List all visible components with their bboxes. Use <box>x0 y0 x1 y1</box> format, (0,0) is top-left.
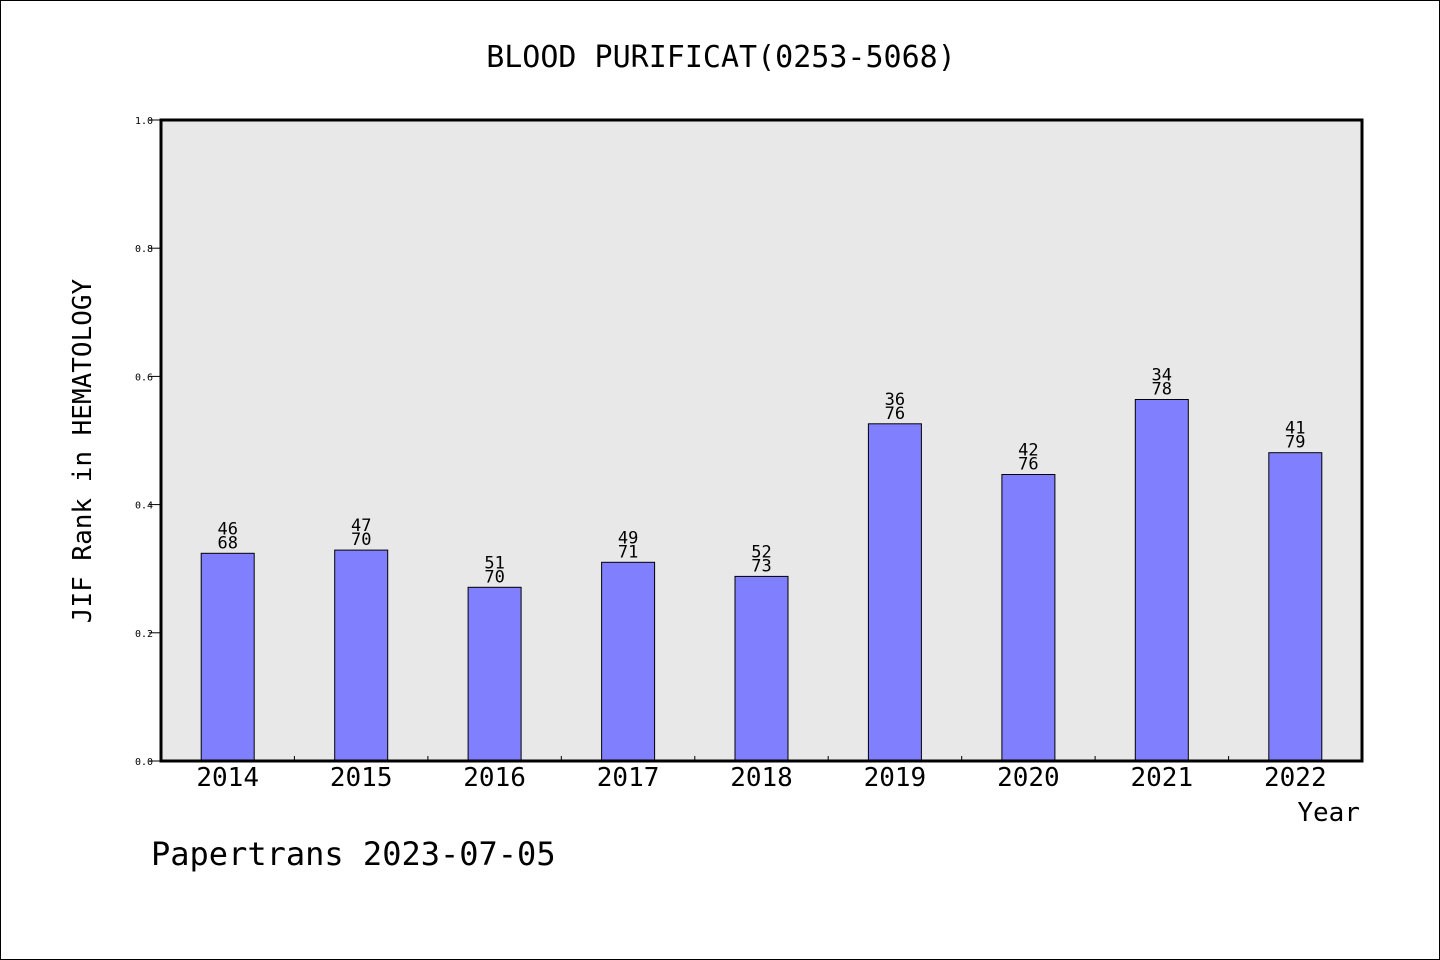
bar-label-rank-2014: 46 <box>217 519 237 539</box>
bar-label-total-2017: 71 <box>618 542 638 562</box>
bar-label-total-2014: 68 <box>217 533 237 553</box>
bar-label-rank-2019: 36 <box>885 390 905 410</box>
y-tick-label-0.0: 0.0 <box>135 757 153 768</box>
bar-2017 <box>601 561 656 762</box>
bar-label-rank-2017: 49 <box>618 528 638 548</box>
bars <box>200 399 1323 762</box>
bar-label-total-2020: 76 <box>1018 455 1038 475</box>
x-tick-label-2021: 2021 <box>1130 763 1193 793</box>
bar-2019 <box>867 423 922 762</box>
bar-label-total-2021: 78 <box>1152 380 1172 400</box>
x-tick-label-2019: 2019 <box>864 763 927 793</box>
x-tick-label-2020: 2020 <box>997 763 1060 793</box>
x-tick-label-2018: 2018 <box>730 763 793 793</box>
bar-label-rank-2015: 47 <box>351 516 371 536</box>
bar-2014 <box>200 552 255 762</box>
y-tick-label-0.2: 0.2 <box>135 629 153 640</box>
bar-2016 <box>467 586 522 762</box>
x-tick-label-2022: 2022 <box>1264 763 1327 793</box>
bar-2015 <box>334 549 389 762</box>
bar-label-rank-2022: 41 <box>1285 419 1305 439</box>
y-tick-label-0.6: 0.6 <box>135 372 153 383</box>
x-axis-label: Year <box>1297 798 1360 828</box>
x-tick-label-2016: 2016 <box>463 763 526 793</box>
y-axis: 0.0 0.2 0.4 0.6 0.8 1.0 <box>135 116 161 768</box>
bar-label-rank-2016: 51 <box>484 553 504 573</box>
bar-label-rank-2020: 42 <box>1018 441 1038 461</box>
bar-2018 <box>734 575 789 762</box>
x-tick-label-2017: 2017 <box>597 763 660 793</box>
y-tick-label-1.0: 1.0 <box>135 116 153 127</box>
chart-title: BLOOD PURIFICAT(0253-5068) <box>486 40 956 75</box>
bar-2022 <box>1268 452 1323 762</box>
y-axis-label: JIF Rank in HEMATOLOGY <box>68 278 98 623</box>
bar-label-total-2022: 79 <box>1285 433 1305 453</box>
bar-2021 <box>1134 399 1189 762</box>
bar-label-total-2018: 73 <box>751 556 771 576</box>
plot-border <box>159 118 1364 763</box>
bar-label-total-2019: 76 <box>885 404 905 424</box>
bar-label-rank-2018: 52 <box>751 542 771 562</box>
bar-label-rank-2021: 34 <box>1152 366 1172 386</box>
x-axis: 2014 2015 2016 2017 2018 2019 2020 2021 2022 <box>196 756 1327 793</box>
bar-2020 <box>1001 474 1056 762</box>
x-tick-label-2014: 2014 <box>196 763 259 793</box>
x-tick-label-2015: 2015 <box>330 763 393 793</box>
y-tick-label-0.4: 0.4 <box>135 501 153 512</box>
y-tick-label-0.8: 0.8 <box>135 244 153 255</box>
bar-label-total-2016: 70 <box>484 567 504 587</box>
bar-label-total-2015: 70 <box>351 530 371 550</box>
footer-credit: Papertrans 2023-07-05 <box>151 835 556 873</box>
